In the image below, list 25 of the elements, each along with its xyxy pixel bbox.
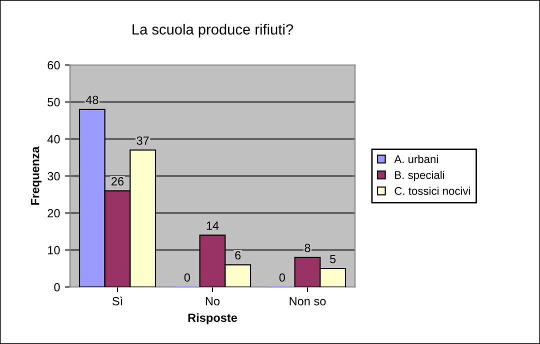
legend-label: B. speciali bbox=[395, 170, 444, 182]
data-label: 0 bbox=[184, 273, 190, 282]
data-label: 48 bbox=[86, 96, 98, 104]
data-label: 5 bbox=[330, 254, 336, 264]
x-axis-title: Risposte bbox=[188, 313, 238, 324]
data-label: 26 bbox=[112, 177, 124, 186]
data-label: 6 bbox=[235, 251, 241, 260]
y-tick-label: 0 bbox=[54, 283, 60, 292]
x-tick-label: Sì bbox=[112, 296, 122, 306]
y-tick-label: 50 bbox=[48, 98, 60, 106]
x-tick-label: Non so bbox=[290, 297, 326, 306]
data-label: 0 bbox=[279, 273, 285, 282]
data-label: 8 bbox=[304, 244, 310, 252]
data-label: 37 bbox=[136, 136, 149, 145]
chart-title: La scuola produce rifiuti? bbox=[132, 24, 294, 38]
y-tick-label: 60 bbox=[48, 61, 60, 70]
y-axis-title: Frequenza bbox=[31, 146, 42, 205]
y-tick-label: 20 bbox=[48, 209, 60, 218]
x-tick-label: No bbox=[206, 297, 220, 306]
legend-label: A. urbani bbox=[394, 154, 438, 164]
y-tick-label: 10 bbox=[48, 246, 60, 254]
y-tick-label: 30 bbox=[48, 172, 60, 180]
data-label: 14 bbox=[206, 222, 219, 230]
y-tick-label: 40 bbox=[47, 135, 60, 144]
legend-label: C. tossici nocivi bbox=[394, 186, 470, 195]
